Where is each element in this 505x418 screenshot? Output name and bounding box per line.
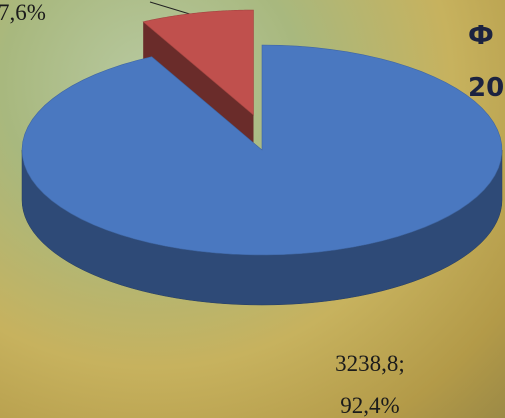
slice xyxy=(142,9,254,116)
leader-line xyxy=(149,1,194,16)
chart-title: Ф 20 xyxy=(468,21,505,103)
data-label: 3238,8; 92,4% xyxy=(335,351,405,418)
data-label: 7,6% xyxy=(0,0,46,25)
slice xyxy=(21,44,503,256)
